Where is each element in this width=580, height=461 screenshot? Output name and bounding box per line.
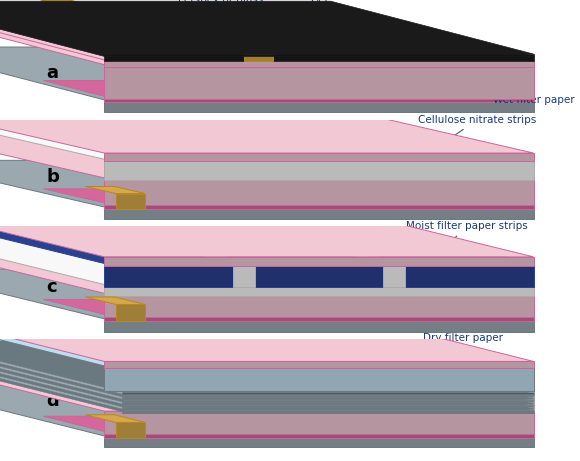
Polygon shape	[104, 314, 534, 321]
Polygon shape	[30, 214, 255, 264]
Polygon shape	[122, 392, 534, 394]
Text: Gel: Gel	[281, 0, 328, 27]
Polygon shape	[86, 415, 145, 422]
Polygon shape	[104, 411, 534, 434]
Polygon shape	[0, 361, 534, 411]
Polygon shape	[244, 53, 273, 61]
Polygon shape	[0, 315, 534, 366]
Polygon shape	[122, 404, 534, 406]
Text: Cellulose nitrate strips: Cellulose nitrate strips	[418, 115, 536, 148]
Polygon shape	[0, 207, 534, 257]
Polygon shape	[104, 96, 534, 102]
Text: Perspex or glass: Perspex or glass	[177, 0, 288, 30]
Polygon shape	[122, 409, 534, 411]
Polygon shape	[405, 264, 534, 287]
Polygon shape	[104, 436, 534, 447]
Polygon shape	[104, 264, 233, 287]
Polygon shape	[104, 178, 534, 205]
Polygon shape	[104, 203, 534, 209]
Text: Dry filter paper: Dry filter paper	[423, 333, 503, 366]
Polygon shape	[44, 416, 534, 431]
Polygon shape	[104, 361, 534, 368]
Polygon shape	[104, 257, 534, 266]
Polygon shape	[0, 385, 534, 436]
Polygon shape	[104, 54, 534, 56]
Polygon shape	[0, 269, 534, 319]
Polygon shape	[44, 300, 534, 314]
Text: a: a	[46, 64, 59, 82]
Polygon shape	[0, 106, 534, 153]
Polygon shape	[104, 431, 534, 438]
Polygon shape	[0, 235, 534, 284]
Polygon shape	[122, 399, 534, 401]
Polygon shape	[104, 319, 534, 332]
Polygon shape	[104, 293, 534, 317]
Polygon shape	[0, 214, 233, 264]
Polygon shape	[0, 131, 534, 178]
Polygon shape	[44, 81, 534, 96]
Polygon shape	[0, 351, 534, 402]
Polygon shape	[122, 394, 534, 396]
Polygon shape	[0, 311, 534, 361]
Polygon shape	[0, 356, 534, 407]
Polygon shape	[0, 47, 534, 100]
Polygon shape	[383, 264, 405, 287]
Polygon shape	[122, 412, 534, 414]
Polygon shape	[0, 341, 534, 392]
Text: c: c	[46, 278, 57, 296]
Polygon shape	[104, 65, 534, 99]
Polygon shape	[255, 264, 383, 287]
Polygon shape	[0, 361, 534, 412]
Polygon shape	[0, 349, 534, 399]
Polygon shape	[86, 297, 145, 304]
Polygon shape	[104, 160, 534, 180]
Polygon shape	[116, 194, 145, 209]
Polygon shape	[116, 422, 145, 438]
Polygon shape	[104, 366, 534, 391]
Polygon shape	[104, 153, 534, 161]
Polygon shape	[0, 12, 534, 65]
Polygon shape	[41, 0, 273, 53]
Polygon shape	[104, 284, 534, 296]
Polygon shape	[116, 304, 145, 321]
Polygon shape	[52, 214, 383, 264]
Polygon shape	[180, 214, 405, 264]
Polygon shape	[0, 4, 534, 56]
Polygon shape	[122, 407, 534, 408]
Polygon shape	[0, 112, 534, 160]
Polygon shape	[0, 358, 534, 409]
Polygon shape	[0, 346, 534, 396]
Polygon shape	[104, 207, 534, 219]
Polygon shape	[0, 1, 534, 54]
Polygon shape	[0, 7, 534, 60]
Polygon shape	[233, 264, 255, 287]
Polygon shape	[0, 243, 534, 293]
Polygon shape	[122, 396, 534, 398]
Polygon shape	[44, 189, 534, 203]
Text: Moist filter paper strips: Moist filter paper strips	[406, 221, 528, 255]
Polygon shape	[104, 56, 534, 61]
Polygon shape	[0, 160, 534, 207]
Polygon shape	[202, 214, 534, 264]
Text: Wet filter paper: Wet filter paper	[493, 71, 575, 105]
Text: d: d	[46, 392, 59, 410]
Polygon shape	[0, 343, 534, 394]
Polygon shape	[122, 402, 534, 403]
Polygon shape	[104, 100, 534, 112]
Polygon shape	[86, 187, 145, 194]
Polygon shape	[104, 60, 534, 67]
Text: b: b	[46, 168, 59, 186]
Polygon shape	[0, 353, 534, 404]
